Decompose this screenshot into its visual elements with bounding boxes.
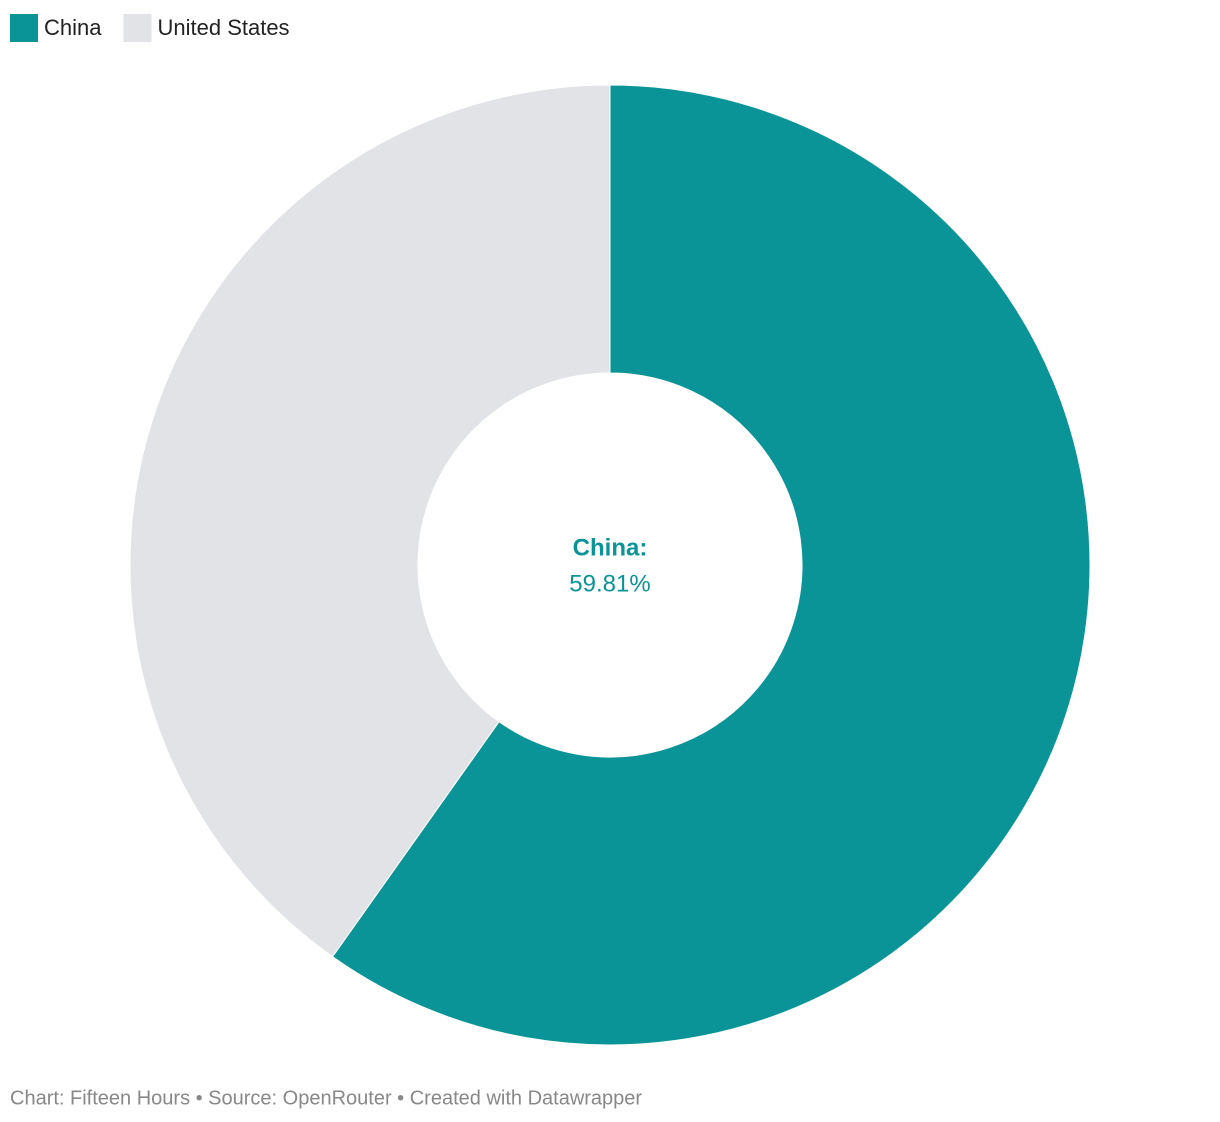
donut-slice: [331, 84, 1091, 1046]
donut-slice: [129, 84, 611, 958]
footer-source: Chart: Fifteen Hours • Source: OpenRoute…: [10, 1087, 642, 1109]
legend-swatch: [123, 14, 152, 42]
center-label-title: China:: [573, 534, 648, 561]
legend-swatch: [10, 14, 38, 42]
legend-label: United States: [157, 15, 289, 40]
legend-label: China: [44, 15, 102, 40]
center-label-value: 59.81%: [569, 570, 650, 597]
